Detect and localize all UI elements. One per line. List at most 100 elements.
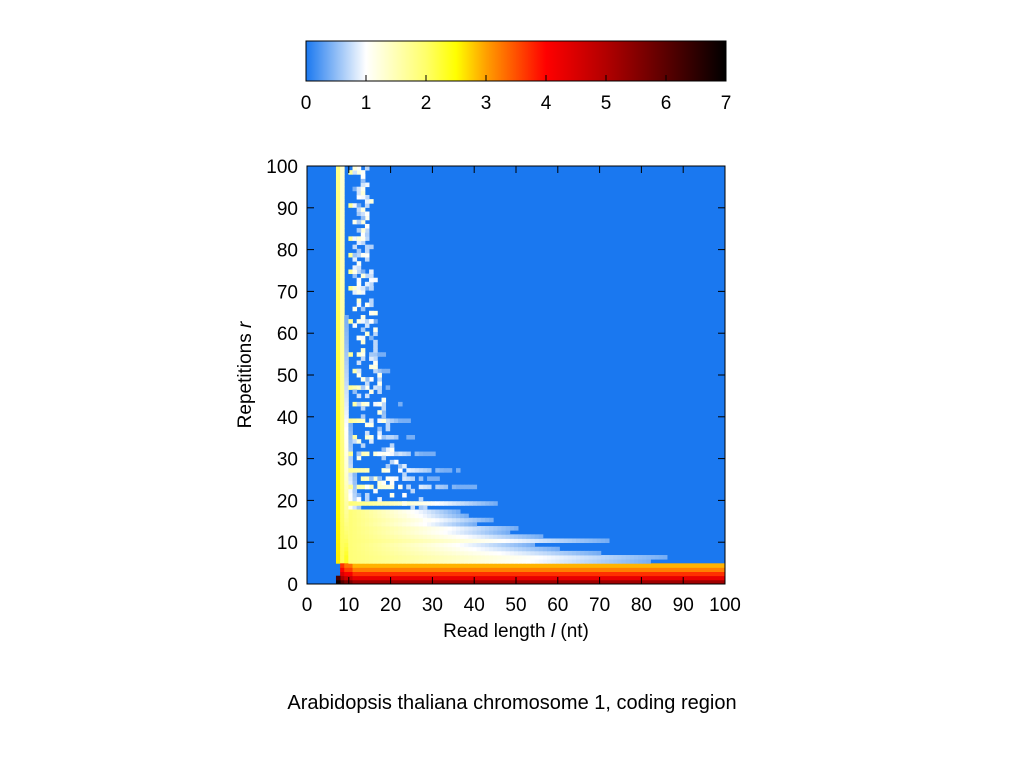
heatmap-cell <box>406 418 411 423</box>
heatmap-cell <box>364 526 370 531</box>
heatmap-cell <box>364 248 370 254</box>
heatmap-cell <box>427 534 432 539</box>
heatmap-cell <box>340 521 345 527</box>
heatmap-cell <box>513 542 519 548</box>
heatmap-cell <box>393 418 399 423</box>
heatmap-cell <box>335 426 341 432</box>
heatmap-cell <box>360 232 366 237</box>
heatmap-cell <box>538 559 544 564</box>
heatmap-cell <box>468 517 473 523</box>
heatmap-cell <box>344 381 349 386</box>
heatmap-cell <box>340 455 345 461</box>
heatmap-cell <box>472 538 478 544</box>
heatmap-cell <box>447 542 453 548</box>
heatmap-cell <box>472 501 478 506</box>
heatmap-cell <box>460 538 465 544</box>
heatmap-cell <box>418 526 424 531</box>
heatmap-cell <box>381 468 387 473</box>
heatmap-cell <box>389 435 395 440</box>
heatmap-cell <box>340 194 345 200</box>
heatmap-cell <box>410 559 416 564</box>
heatmap-cell <box>335 199 341 204</box>
heatmap-cell <box>476 534 482 539</box>
heatmap-cell <box>385 534 391 539</box>
heatmap-cell <box>588 538 593 544</box>
heatmap-cell <box>427 521 432 527</box>
heatmap-cell <box>344 542 349 548</box>
heatmap-cell <box>592 550 598 556</box>
heatmap-cell <box>377 389 382 395</box>
heatmap-cell <box>513 550 519 556</box>
heatmap-cell <box>364 232 370 237</box>
heatmap-cell <box>509 559 515 564</box>
heatmap-cell <box>344 455 349 461</box>
heatmap-cell <box>422 555 428 560</box>
heatmap-cell <box>410 550 416 556</box>
heatmap-cell <box>443 526 449 531</box>
heatmap-cell <box>455 484 461 490</box>
heatmap-cell <box>364 521 370 527</box>
heatmap-cell <box>360 269 366 275</box>
heatmap-cell <box>340 414 345 419</box>
heatmap-cell <box>364 509 370 515</box>
heatmap-cell <box>352 579 726 585</box>
heatmap-cell <box>501 530 507 535</box>
heatmap-cell <box>435 542 440 548</box>
heatmap-cell <box>369 389 374 395</box>
heatmap-cell <box>431 451 436 457</box>
heatmap-cell <box>646 555 651 560</box>
heatmap-cell <box>377 401 382 407</box>
heatmap-cell <box>335 492 341 498</box>
heatmap-cell <box>547 559 552 564</box>
heatmap-cell <box>422 513 428 519</box>
heatmap-cell <box>352 488 358 494</box>
heatmap-cell <box>344 414 349 419</box>
heatmap-cell <box>356 542 362 548</box>
heatmap-cell <box>335 166 341 171</box>
heatmap-cell <box>447 538 453 544</box>
heatmap-cell <box>406 534 411 539</box>
heatmap-cell <box>348 509 353 515</box>
heatmap-cell <box>389 480 395 486</box>
heatmap-cell <box>348 319 353 324</box>
heatmap-cell <box>335 319 341 324</box>
heatmap-cell <box>435 534 440 539</box>
heatmap-cell <box>530 550 536 556</box>
heatmap-cell <box>625 559 631 564</box>
heatmap-cell <box>398 517 403 523</box>
heatmap-cell <box>406 451 411 457</box>
heatmap-cell <box>414 538 420 544</box>
heatmap-cell <box>505 530 511 535</box>
heatmap-cell <box>427 559 432 564</box>
heatmap-cell <box>414 509 420 515</box>
heatmap-cell <box>439 484 444 490</box>
heatmap-cell <box>352 439 358 444</box>
heatmap-cell <box>335 348 341 353</box>
heatmap-cell <box>364 319 370 324</box>
heatmap-cell <box>356 439 362 444</box>
heatmap-cell <box>377 385 382 390</box>
heatmap-cell <box>518 550 523 556</box>
heatmap-cell <box>344 418 349 423</box>
heatmap-cell <box>340 385 345 390</box>
heatmap-cell <box>638 559 643 564</box>
heatmap-cell <box>344 459 349 465</box>
heatmap-cell <box>360 240 366 246</box>
heatmap-cell <box>356 530 362 535</box>
heatmap-cell <box>335 352 341 357</box>
heatmap-cell <box>447 555 453 560</box>
heatmap-cell <box>555 538 560 544</box>
heatmap-cell <box>464 555 469 560</box>
heatmap-cell <box>340 306 345 312</box>
heatmap-cell <box>373 352 378 357</box>
heatmap-cell <box>418 497 424 502</box>
heatmap-cell <box>418 559 424 564</box>
heatmap-cell <box>402 472 407 477</box>
heatmap-cell <box>522 542 527 548</box>
heatmap-cell <box>340 215 345 221</box>
heatmap-cell <box>364 211 370 217</box>
heatmap-cell <box>563 538 569 544</box>
heatmap-cell <box>522 555 527 560</box>
heatmap-cell <box>335 240 341 246</box>
